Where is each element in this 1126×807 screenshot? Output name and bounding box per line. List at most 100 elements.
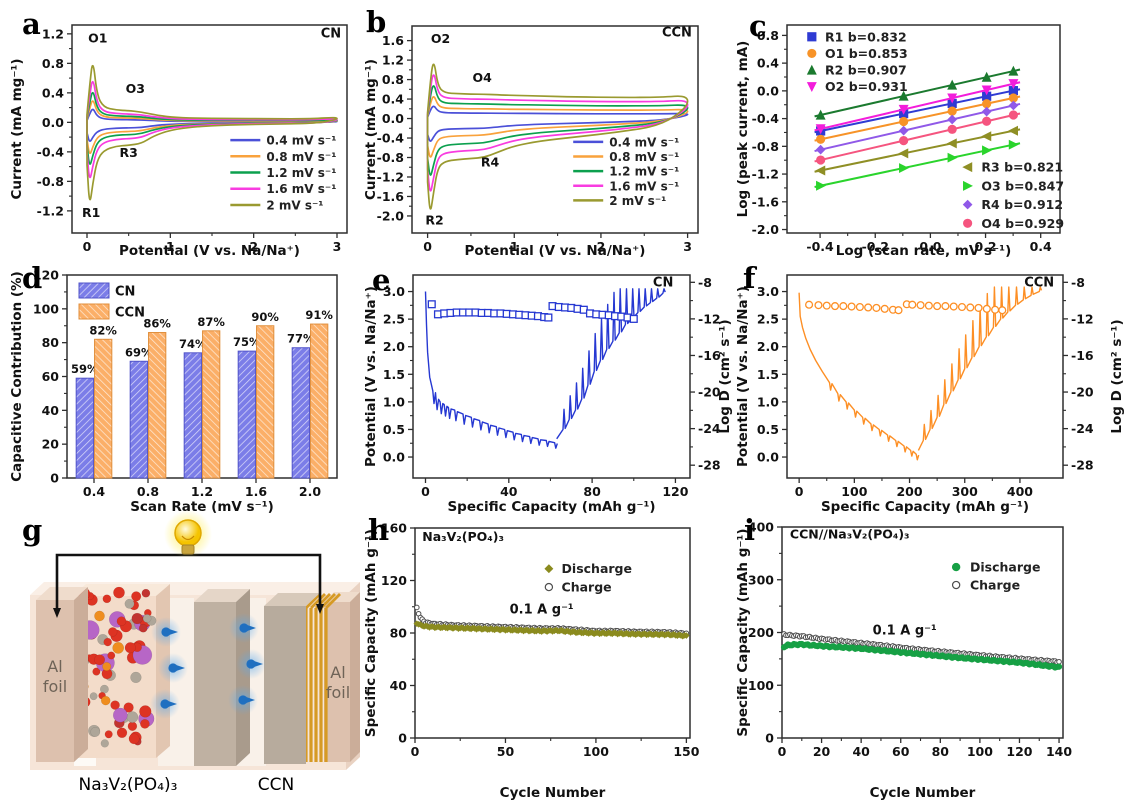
panel-f-letter: f [743,261,756,295]
svg-text:100: 100 [841,484,867,499]
svg-text:120: 120 [1006,744,1032,759]
svg-text:0.4: 0.4 [757,56,779,71]
svg-text:40: 40 [500,484,518,499]
svg-text:0: 0 [765,731,774,746]
svg-text:100: 100 [583,744,609,759]
svg-text:-0.8: -0.8 [752,139,779,154]
svg-text:Current (mA mg⁻¹): Current (mA mg⁻¹) [363,59,379,200]
svg-text:O3 b=0.847: O3 b=0.847 [981,178,1064,193]
svg-text:-28: -28 [698,458,721,473]
svg-text:300: 300 [748,572,774,587]
svg-text:140: 140 [1046,744,1072,759]
svg-text:0.1 A g⁻¹: 0.1 A g⁻¹ [510,602,574,617]
svg-text:R3 b=0.821: R3 b=0.821 [981,160,1063,175]
svg-text:1.5: 1.5 [383,367,405,382]
svg-text:0: 0 [398,731,407,746]
svg-text:R1: R1 [82,205,100,220]
svg-text:-1.2: -1.2 [377,169,404,184]
svg-text:O1: O1 [88,31,107,46]
svg-text:120: 120 [33,268,59,283]
svg-text:-0.8: -0.8 [377,150,404,165]
svg-text:2: 2 [249,239,258,254]
panel-i-letter: i [744,513,756,547]
svg-text:60: 60 [42,369,60,384]
panel-a-letter: a [22,7,41,41]
svg-text:3.0: 3.0 [757,284,779,299]
svg-text:80: 80 [583,484,601,499]
panel-d-letter: d [22,261,43,295]
svg-text:-12: -12 [1071,311,1094,326]
svg-text:-20: -20 [1071,385,1094,400]
svg-text:1: 1 [166,239,175,254]
panel-f-gitt-chart: 0 100 200 300 400 3.0 2.5 2.0 1.5 1.0 0.5 0.0 -8 -12 -… [735,274,1125,515]
svg-text:0.1 A g⁻¹: 0.1 A g⁻¹ [873,624,937,639]
svg-text:foil: foil [43,677,67,696]
svg-text:CCN//Na₃V₂(PO₄)₃: CCN//Na₃V₂(PO₄)₃ [790,527,910,542]
svg-text:Potential (V vs. Na/Na⁺): Potential (V vs. Na/Na⁺) [465,243,646,259]
svg-text:1.2: 1.2 [42,26,64,41]
svg-text:Current (mA mg⁻¹): Current (mA mg⁻¹) [9,58,25,199]
svg-text:1.2: 1.2 [191,484,213,499]
svg-text:Log D (cm² s⁻¹): Log D (cm² s⁻¹) [1109,319,1125,433]
svg-text:Capacitive Contribution (%): Capacitive Contribution (%) [9,271,25,482]
svg-text:Charge: Charge [562,580,612,595]
svg-text:Log (scan rate, mV s⁻¹): Log (scan rate, mV s⁻¹) [836,243,1012,259]
svg-text:1.6 mV s⁻¹: 1.6 mV s⁻¹ [609,179,679,193]
svg-text:3: 3 [683,239,692,254]
svg-text:200: 200 [896,484,922,499]
svg-text:77%: 77% [287,332,315,346]
svg-text:1.5: 1.5 [757,367,779,382]
panel-e-gitt-chart: 0 40 80 120 3.0 2.5 2.0 1.5 1.0 0.5 0.0 -8 -12 -16 -20… [363,274,733,515]
svg-text:3.0: 3.0 [383,284,405,299]
svg-text:160: 160 [381,521,407,536]
svg-text:50: 50 [497,744,515,759]
svg-text:59%: 59% [71,362,99,376]
svg-text:-1.6: -1.6 [377,189,405,204]
svg-text:2.5: 2.5 [757,312,779,327]
svg-text:2.5: 2.5 [383,312,405,327]
panel-a-cv-chart: 0 1 2 3 1.2 0.8 0.4 0.0 -0.4 -0.8 -1.2 Potential (V… [9,24,348,259]
svg-text:-8: -8 [698,275,712,290]
svg-text:0.8 mV s⁻¹: 0.8 mV s⁻¹ [609,150,679,164]
svg-text:1.6 mV s⁻¹: 1.6 mV s⁻¹ [266,182,336,196]
svg-text:Cycle Number: Cycle Number [870,785,976,801]
svg-text:60: 60 [892,744,910,759]
svg-text:82%: 82% [89,323,117,337]
panel-d-capacitive-bar-chart: 0.4 0.8 1.2 1.6 2.0 0 20 40 60 80 100 120 Scan Rate … [9,268,338,515]
svg-text:0.4: 0.4 [382,92,404,107]
svg-text:100: 100 [967,744,993,759]
panel-c-letter: c [749,9,767,43]
svg-text:-16: -16 [698,348,721,363]
svg-text:86%: 86% [143,317,171,331]
svg-text:Specific Capacity (mAh g⁻¹): Specific Capacity (mAh g⁻¹) [363,529,379,737]
svg-text:CN: CN [115,285,135,300]
svg-text:Specific Capacity (mAh g⁻¹): Specific Capacity (mAh g⁻¹) [821,499,1029,515]
svg-text:0.4: 0.4 [83,484,105,499]
svg-text:R4 b=0.912: R4 b=0.912 [981,197,1063,212]
svg-text:0.8 mV s⁻¹: 0.8 mV s⁻¹ [266,150,336,164]
svg-text:120: 120 [662,484,688,499]
svg-text:1.0: 1.0 [757,394,779,409]
svg-text:-0.4: -0.4 [806,239,834,254]
svg-text:0: 0 [421,484,430,499]
svg-text:200: 200 [748,625,774,640]
svg-text:0.0: 0.0 [919,239,941,254]
svg-text:Na₃V₂(PO₄)₃: Na₃V₂(PO₄)₃ [79,775,178,795]
svg-text:75%: 75% [233,335,261,349]
svg-text:-0.2: -0.2 [862,239,889,254]
svg-text:40: 40 [42,403,60,418]
svg-text:40: 40 [390,678,408,693]
svg-text:1.2: 1.2 [382,53,404,68]
svg-text:Al: Al [47,657,62,676]
panel-h-cycling-chart: 0 50 100 150 160 120 80 40 0 Cycle Number Specific… [363,521,700,802]
svg-text:Potential (V vs. Na/Na⁺): Potential (V vs. Na/Na⁺) [363,286,379,467]
svg-text:0: 0 [83,239,92,254]
svg-text:0.0: 0.0 [757,450,779,465]
svg-text:R4: R4 [481,154,500,169]
svg-text:R2: R2 [425,213,443,228]
svg-text:Al: Al [330,663,345,682]
svg-text:2: 2 [597,239,606,254]
svg-text:2.0: 2.0 [299,484,321,499]
svg-text:74%: 74% [179,337,207,351]
